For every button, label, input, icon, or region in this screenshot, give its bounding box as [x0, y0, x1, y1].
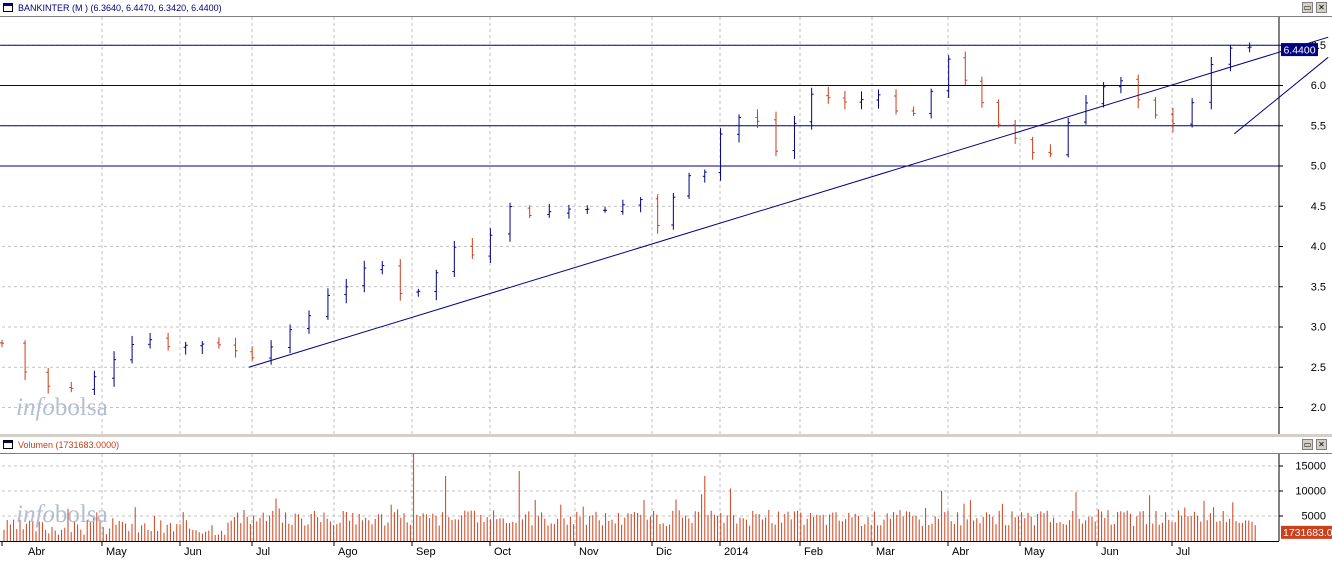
time-axis-label: Dic — [656, 546, 672, 558]
price-plot-background — [0, 17, 1332, 434]
close-button[interactable]: ✕ — [1316, 439, 1327, 450]
panel-separator — [0, 434, 1332, 437]
time-axis-label: Oct — [494, 546, 511, 558]
time-axis-label: Jul — [256, 546, 270, 558]
volume-chart[interactable]: 5000 10000 15000 1731683.0 infobolsa — [0, 454, 1332, 541]
time-axis-label: Abr — [952, 546, 969, 558]
maximize-button[interactable]: ▭ — [1302, 2, 1313, 13]
volume-tick-label: 5000 — [1302, 511, 1326, 523]
price-tick-label: 3.0 — [1311, 322, 1326, 334]
time-axis-label: 2014 — [724, 546, 748, 558]
time-axis-label: May — [1024, 546, 1045, 558]
price-tick-label: 2.5 — [1311, 362, 1326, 374]
maximize-button[interactable]: ▭ — [1302, 439, 1313, 450]
time-axis-label: Nov — [579, 546, 599, 558]
price-tick-label: 5.0 — [1311, 161, 1326, 173]
time-axis-label: Jun — [184, 546, 202, 558]
trendline — [1233, 56, 1329, 135]
trendline — [248, 36, 1329, 368]
last-volume-label: 1731683.0 — [1283, 527, 1332, 539]
last-price-label-background — [1281, 43, 1318, 57]
ohlc-bars — [0, 42, 1252, 395]
watermark-logo: infobolsa — [16, 501, 108, 528]
volume-tick-label: 10000 — [1295, 486, 1326, 498]
last-price-label: 6.4400 — [1283, 45, 1315, 57]
volume-panel-title: Volumen (1731683.0000) — [18, 440, 120, 450]
time-axis-label: Abr — [28, 546, 45, 558]
time-axis-label: Sep — [416, 546, 436, 558]
window-icon — [3, 440, 13, 449]
window-icon — [3, 3, 13, 12]
price-tick-label: 5.5 — [1311, 120, 1326, 132]
time-axis-label: Feb — [804, 546, 823, 558]
price-tick-label: 4.5 — [1311, 201, 1326, 213]
time-axis-label: May — [106, 546, 127, 558]
last-volume-label-background — [1281, 525, 1332, 539]
time-axis: Abr May Jun Jul Ago Sep Oct Nov Dic 2014 Feb Mar Abr… — [0, 541, 1332, 561]
price-panel-title: BANKINTER (M ) (6.3640, 6.4470, 6.3420, … — [18, 3, 222, 13]
price-tick-label: 2.0 — [1311, 402, 1326, 414]
watermark-logo: infobolsa — [16, 394, 108, 421]
price-tick-label: 4.0 — [1311, 241, 1326, 253]
time-axis-label: Ago — [338, 546, 358, 558]
price-tick-label: 3.5 — [1311, 281, 1326, 293]
close-button[interactable]: ✕ — [1316, 2, 1327, 13]
time-axis-label: Jun — [1101, 546, 1119, 558]
volume-panel-titlebar: Volumen (1731683.0000) ▭ ✕ — [0, 437, 1332, 454]
time-axis-label: Mar — [876, 546, 895, 558]
volume-bars — [3, 454, 1256, 541]
price-panel-titlebar: BANKINTER (M ) (6.3640, 6.4470, 6.3420, … — [0, 0, 1332, 17]
time-axis-label: Jul — [1176, 546, 1190, 558]
price-chart[interactable]: 2.02.53.03.54.04.55.05.56.06.56.4400info… — [0, 17, 1332, 434]
time-axis-background — [0, 541, 1332, 561]
price-tick-label: 6.0 — [1311, 80, 1326, 92]
volume-tick-label: 15000 — [1295, 461, 1326, 473]
